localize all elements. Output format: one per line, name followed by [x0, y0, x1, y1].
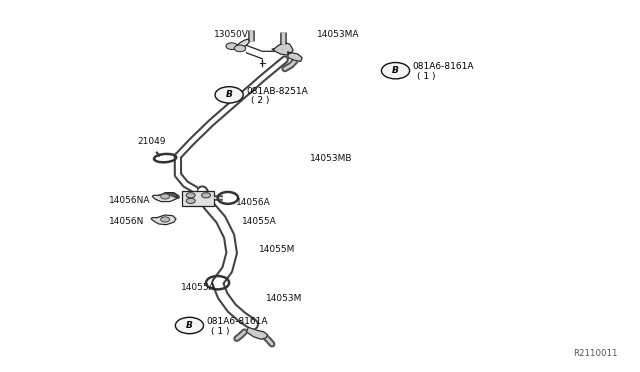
Text: R2110011: R2110011 — [573, 349, 618, 358]
Circle shape — [202, 193, 211, 198]
Text: 14053MA: 14053MA — [317, 30, 359, 39]
Text: ( 1 ): ( 1 ) — [211, 327, 230, 336]
Circle shape — [161, 217, 170, 222]
Circle shape — [234, 45, 246, 52]
Circle shape — [215, 87, 243, 103]
Text: B: B — [226, 90, 232, 99]
Circle shape — [186, 193, 195, 198]
Polygon shape — [227, 39, 250, 49]
Text: ( 2 ): ( 2 ) — [251, 96, 269, 105]
Text: 081A6-8161A: 081A6-8161A — [207, 317, 268, 326]
Circle shape — [175, 317, 204, 334]
Text: B: B — [392, 66, 399, 75]
Text: 14055A: 14055A — [242, 217, 276, 226]
Text: B: B — [186, 321, 193, 330]
Text: 081A6-8161A: 081A6-8161A — [413, 62, 474, 71]
Text: 21049: 21049 — [138, 137, 166, 146]
Circle shape — [186, 198, 195, 203]
Text: 14053MB: 14053MB — [310, 154, 353, 163]
Text: 14056A: 14056A — [236, 198, 270, 207]
Text: 081AB-8251A: 081AB-8251A — [246, 87, 308, 96]
Text: 14056N: 14056N — [109, 217, 144, 226]
Polygon shape — [288, 52, 302, 61]
Polygon shape — [152, 193, 178, 202]
Text: 14055A: 14055A — [180, 283, 215, 292]
Circle shape — [381, 62, 410, 79]
Polygon shape — [246, 327, 268, 339]
FancyBboxPatch shape — [182, 191, 214, 206]
Circle shape — [161, 194, 170, 199]
Text: 14055M: 14055M — [259, 245, 296, 254]
Circle shape — [226, 43, 237, 49]
Text: 14056NA: 14056NA — [109, 196, 150, 205]
Polygon shape — [272, 43, 293, 55]
Text: ( 1 ): ( 1 ) — [417, 72, 436, 81]
Polygon shape — [151, 215, 176, 225]
Text: 13050V: 13050V — [214, 30, 249, 39]
Text: 14053M: 14053M — [266, 294, 302, 303]
